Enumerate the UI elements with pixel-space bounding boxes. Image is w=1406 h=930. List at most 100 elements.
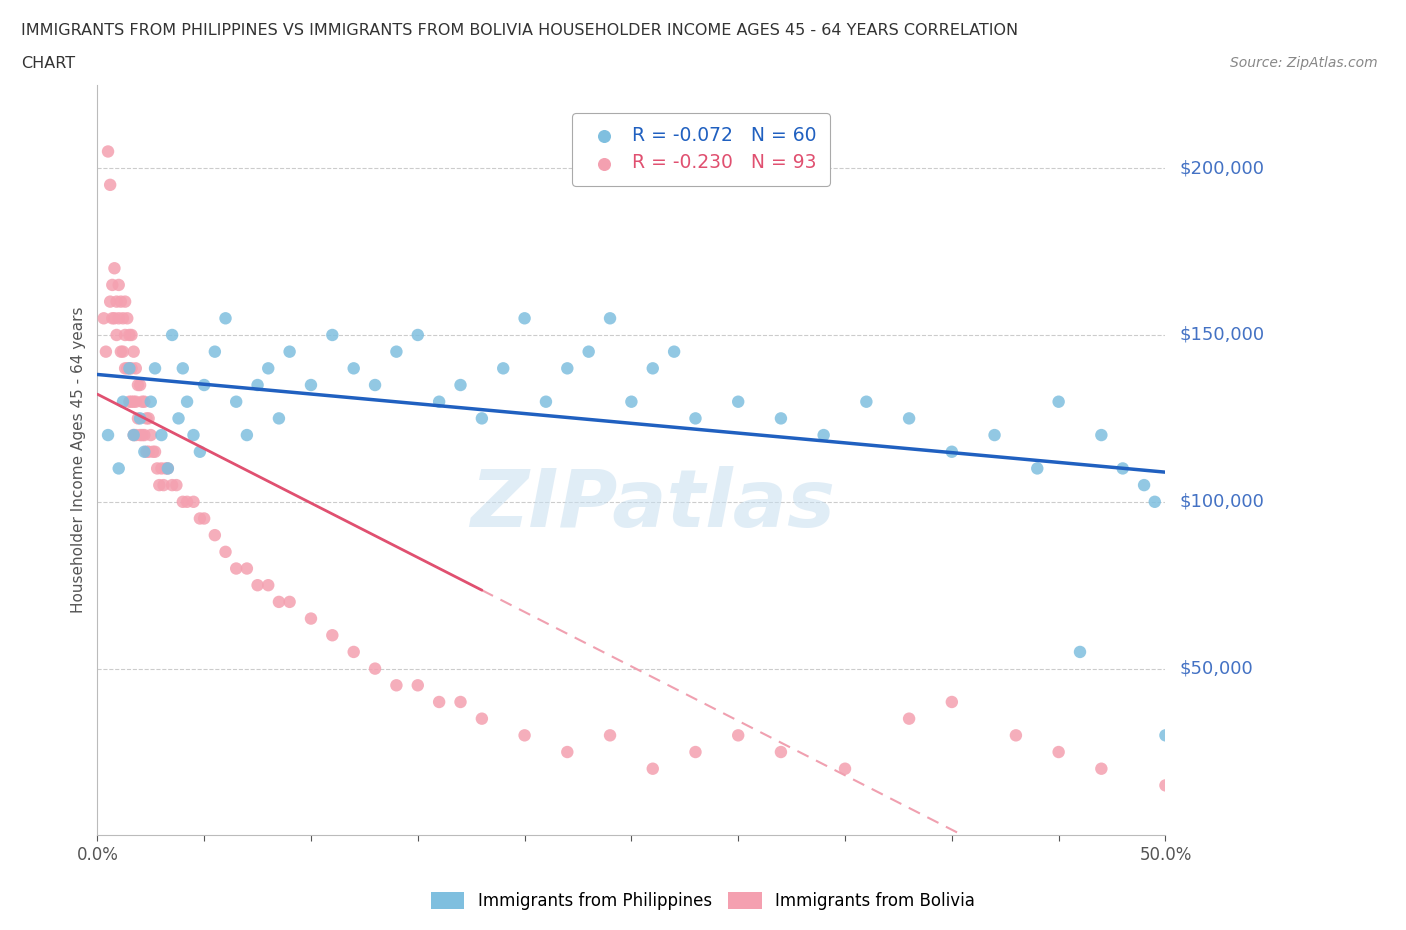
- Point: [148, 478, 170, 493]
- Point: [471, 411, 494, 426]
- Point: [127, 411, 149, 426]
- Point: [129, 428, 152, 443]
- Point: [364, 378, 387, 392]
- Point: [111, 344, 134, 359]
- Text: $200,000: $200,000: [1180, 159, 1264, 177]
- Legend: R = -0.072   N = 60, R = -0.230   N = 93: R = -0.072 N = 60, R = -0.230 N = 93: [572, 113, 830, 186]
- Text: $50,000: $50,000: [1180, 659, 1253, 678]
- Point: [138, 445, 160, 459]
- Point: [122, 344, 145, 359]
- Point: [114, 327, 136, 342]
- Point: [135, 411, 157, 426]
- Point: [107, 277, 129, 292]
- Text: Source: ZipAtlas.com: Source: ZipAtlas.com: [1230, 56, 1378, 70]
- Point: [103, 311, 125, 325]
- Point: [278, 344, 301, 359]
- Point: [267, 411, 290, 426]
- Point: [121, 394, 143, 409]
- Point: [138, 411, 160, 426]
- Point: [122, 394, 145, 409]
- Point: [620, 394, 643, 409]
- Point: [94, 344, 117, 359]
- Text: $150,000: $150,000: [1180, 326, 1264, 344]
- Point: [246, 378, 269, 392]
- Point: [257, 578, 280, 592]
- Point: [142, 445, 165, 459]
- Point: [1154, 728, 1177, 743]
- Text: IMMIGRANTS FROM PHILIPPINES VS IMMIGRANTS FROM BOLIVIA HOUSEHOLDER INCOME AGES 4: IMMIGRANTS FROM PHILIPPINES VS IMMIGRANT…: [21, 23, 1018, 38]
- Point: [139, 428, 162, 443]
- Point: [1005, 728, 1028, 743]
- Point: [1026, 461, 1049, 476]
- Point: [114, 294, 136, 309]
- Point: [406, 678, 429, 693]
- Point: [599, 728, 621, 743]
- Point: [450, 695, 472, 710]
- Point: [117, 361, 139, 376]
- Point: [127, 378, 149, 392]
- Point: [111, 394, 134, 409]
- Point: [555, 361, 578, 376]
- Point: [183, 428, 205, 443]
- Point: [450, 378, 472, 392]
- Point: [167, 411, 190, 426]
- Point: [406, 327, 429, 342]
- Point: [150, 428, 173, 443]
- Point: [134, 394, 156, 409]
- Point: [114, 361, 136, 376]
- Point: [97, 428, 120, 443]
- Point: [146, 461, 169, 476]
- Point: [685, 411, 707, 426]
- Point: [107, 461, 129, 476]
- Point: [118, 327, 141, 342]
- Point: [727, 728, 749, 743]
- Point: [225, 561, 247, 576]
- Point: [834, 762, 856, 777]
- Point: [1143, 495, 1166, 510]
- Point: [641, 762, 664, 777]
- Point: [727, 394, 749, 409]
- Point: [385, 678, 408, 693]
- Point: [131, 394, 153, 409]
- Point: [134, 428, 156, 443]
- Point: [204, 527, 226, 542]
- Point: [769, 745, 792, 760]
- Point: [105, 294, 128, 309]
- Point: [555, 745, 578, 760]
- Point: [662, 344, 685, 359]
- Point: [578, 344, 600, 359]
- Point: [855, 394, 877, 409]
- Point: [941, 445, 963, 459]
- Point: [176, 495, 198, 510]
- Point: [1090, 762, 1112, 777]
- Point: [685, 745, 707, 760]
- Point: [188, 512, 211, 526]
- Text: $100,000: $100,000: [1180, 493, 1264, 511]
- Point: [160, 478, 183, 493]
- Point: [599, 311, 621, 325]
- Point: [152, 478, 174, 493]
- Point: [98, 178, 121, 193]
- Point: [214, 544, 236, 559]
- Point: [121, 361, 143, 376]
- Point: [1090, 428, 1112, 443]
- Point: [176, 394, 198, 409]
- Point: [155, 461, 177, 476]
- Point: [246, 578, 269, 592]
- Point: [125, 361, 148, 376]
- Point: [110, 294, 132, 309]
- Point: [125, 394, 148, 409]
- Legend: Immigrants from Philippines, Immigrants from Bolivia: Immigrants from Philippines, Immigrants …: [425, 885, 981, 917]
- Point: [299, 611, 322, 626]
- Point: [1047, 394, 1070, 409]
- Point: [513, 728, 536, 743]
- Point: [101, 277, 124, 292]
- Point: [427, 695, 450, 710]
- Point: [321, 327, 343, 342]
- Point: [156, 461, 179, 476]
- Point: [143, 361, 166, 376]
- Point: [534, 394, 557, 409]
- Point: [98, 294, 121, 309]
- Point: [122, 428, 145, 443]
- Point: [1069, 644, 1091, 659]
